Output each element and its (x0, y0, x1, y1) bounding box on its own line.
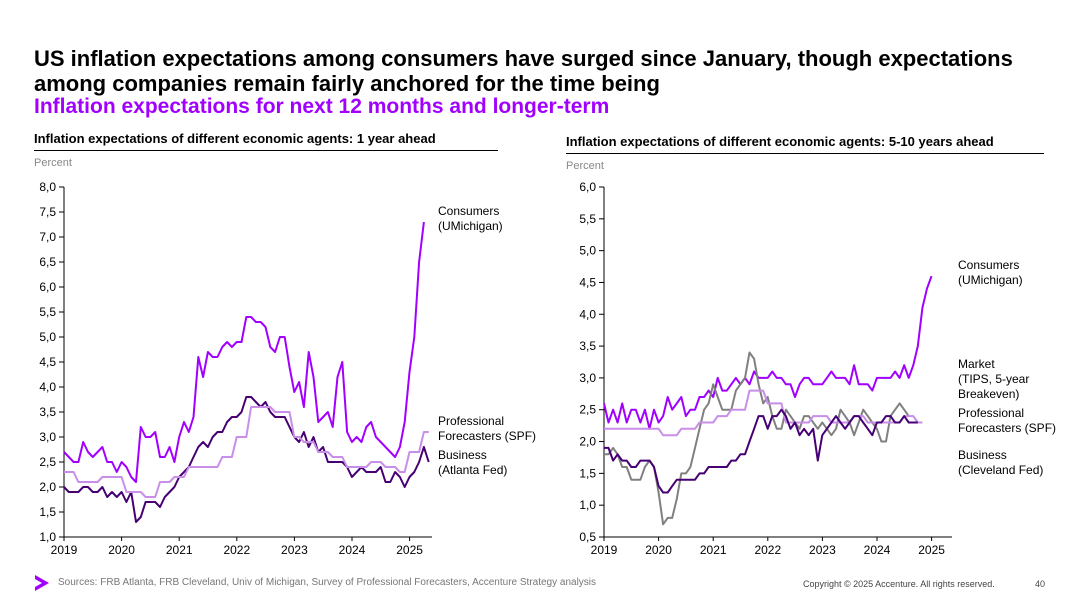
x-tick-label: 2019 (591, 543, 618, 557)
x-tick-label: 2024 (864, 543, 891, 557)
series-label-consumers-umichigan-: Consumers (UMichigan) (438, 204, 503, 233)
series-label-market-tips-5-year-breakeven-: Market (TIPS, 5-year Breakeven) (958, 357, 1029, 401)
x-tick-label: 2022 (754, 543, 781, 557)
x-tick-label: 2021 (166, 543, 193, 557)
series-line-professional-forecasters-spf- (64, 406, 429, 498)
y-tick-label: 1,5 (39, 505, 56, 519)
y-tick-label: 2,5 (39, 455, 56, 469)
x-tick-label: 2020 (645, 543, 672, 557)
y-tick-label: 3,0 (579, 371, 596, 385)
y-tick-label: 5,5 (39, 305, 56, 319)
y-tick-label: 6,0 (579, 180, 596, 194)
accenture-logo-icon (35, 575, 49, 591)
x-tick-label: 2023 (281, 543, 308, 557)
y-tick-label: 4,0 (39, 380, 56, 394)
y-tick-label: 5,5 (579, 212, 596, 226)
chart-left-title: Inflation expectations of different econ… (34, 131, 498, 151)
footer-copyright: Copyright © 2025 Accenture. All rights r… (803, 579, 995, 589)
y-tick-label: 7,5 (39, 205, 56, 219)
y-tick-label: 6,0 (39, 280, 56, 294)
x-tick-label: 2025 (918, 543, 945, 557)
y-tick-label: 2,0 (579, 435, 596, 449)
y-tick-label: 5,0 (579, 244, 596, 258)
x-tick-label: 2024 (339, 543, 366, 557)
chart-5-10yr: 6,0 5,5 5,0 4,5 4,0 3,5 3,0 2,5 2,0 1,5 1,0 0,52019… (579, 180, 1056, 557)
x-tick-label: 2020 (108, 543, 135, 557)
chart-left-unit: Percent (34, 157, 72, 169)
series-label-business-cleveland-fed-: Business (Cleveland Fed) (958, 448, 1043, 477)
series-label-consumers-umichigan-: Consumers (UMichigan) (958, 258, 1023, 287)
y-tick-label: 1,0 (39, 530, 56, 544)
y-tick-label: 3,0 (39, 430, 56, 444)
y-tick-label: 3,5 (579, 339, 596, 353)
series-line-consumers-umichigan- (63, 221, 425, 483)
series-line-business-atlanta-fed- (63, 396, 430, 523)
x-tick-label: 2019 (51, 543, 78, 557)
footer-sources: Sources: FRB Atlanta, FRB Cleveland, Uni… (58, 577, 597, 588)
y-tick-label: 1,5 (579, 466, 596, 480)
series-label-professional-forecasters-spf-: Professional Forecasters (SPF) (958, 406, 1056, 435)
x-tick-label: 2023 (809, 543, 836, 557)
y-tick-label: 2,5 (579, 403, 596, 417)
page-subtitle: Inflation expectations for next 12 month… (34, 95, 610, 118)
y-tick-label: 1,0 (579, 498, 596, 512)
y-tick-label: 3,5 (39, 405, 56, 419)
y-tick-label: 4,0 (579, 307, 596, 321)
page-title: US inflation expectations among consumer… (34, 46, 1013, 96)
chart-1yr: 8,0 7,5 7,0 6,5 6,0 5,5 5,0 4,5 4,0 3,5 3,0 2,5 2,0 1… (39, 180, 536, 557)
page-number: 40 (1035, 579, 1046, 589)
y-tick-label: 2,0 (39, 480, 56, 494)
series-line-market-tips-5-year-breakeven- (604, 351, 910, 526)
series-line-professional-forecasters-spf- (604, 389, 923, 437)
y-tick-label: 7,0 (39, 230, 56, 244)
y-tick-label: 4,5 (579, 275, 596, 289)
y-tick-label: 8,0 (39, 180, 56, 194)
x-tick-label: 2025 (396, 543, 423, 557)
x-tick-label: 2021 (700, 543, 727, 557)
chart-right-title: Inflation expectations of different econ… (566, 134, 1044, 154)
y-tick-label: 0,5 (579, 530, 596, 544)
series-label-business-atlanta-fed-: Business (Atlanta Fed) (438, 448, 507, 477)
series-line-business-cleveland-fed- (604, 408, 918, 494)
chart-right-unit: Percent (566, 160, 604, 172)
series-label-professional-forecasters-spf-: Professional Forecasters (SPF) (438, 414, 536, 443)
y-tick-label: 4,5 (39, 355, 56, 369)
y-tick-label: 6,5 (39, 255, 56, 269)
series-line-consumers-umichigan- (603, 275, 933, 430)
y-tick-label: 5,0 (39, 330, 56, 344)
x-tick-label: 2022 (223, 543, 250, 557)
